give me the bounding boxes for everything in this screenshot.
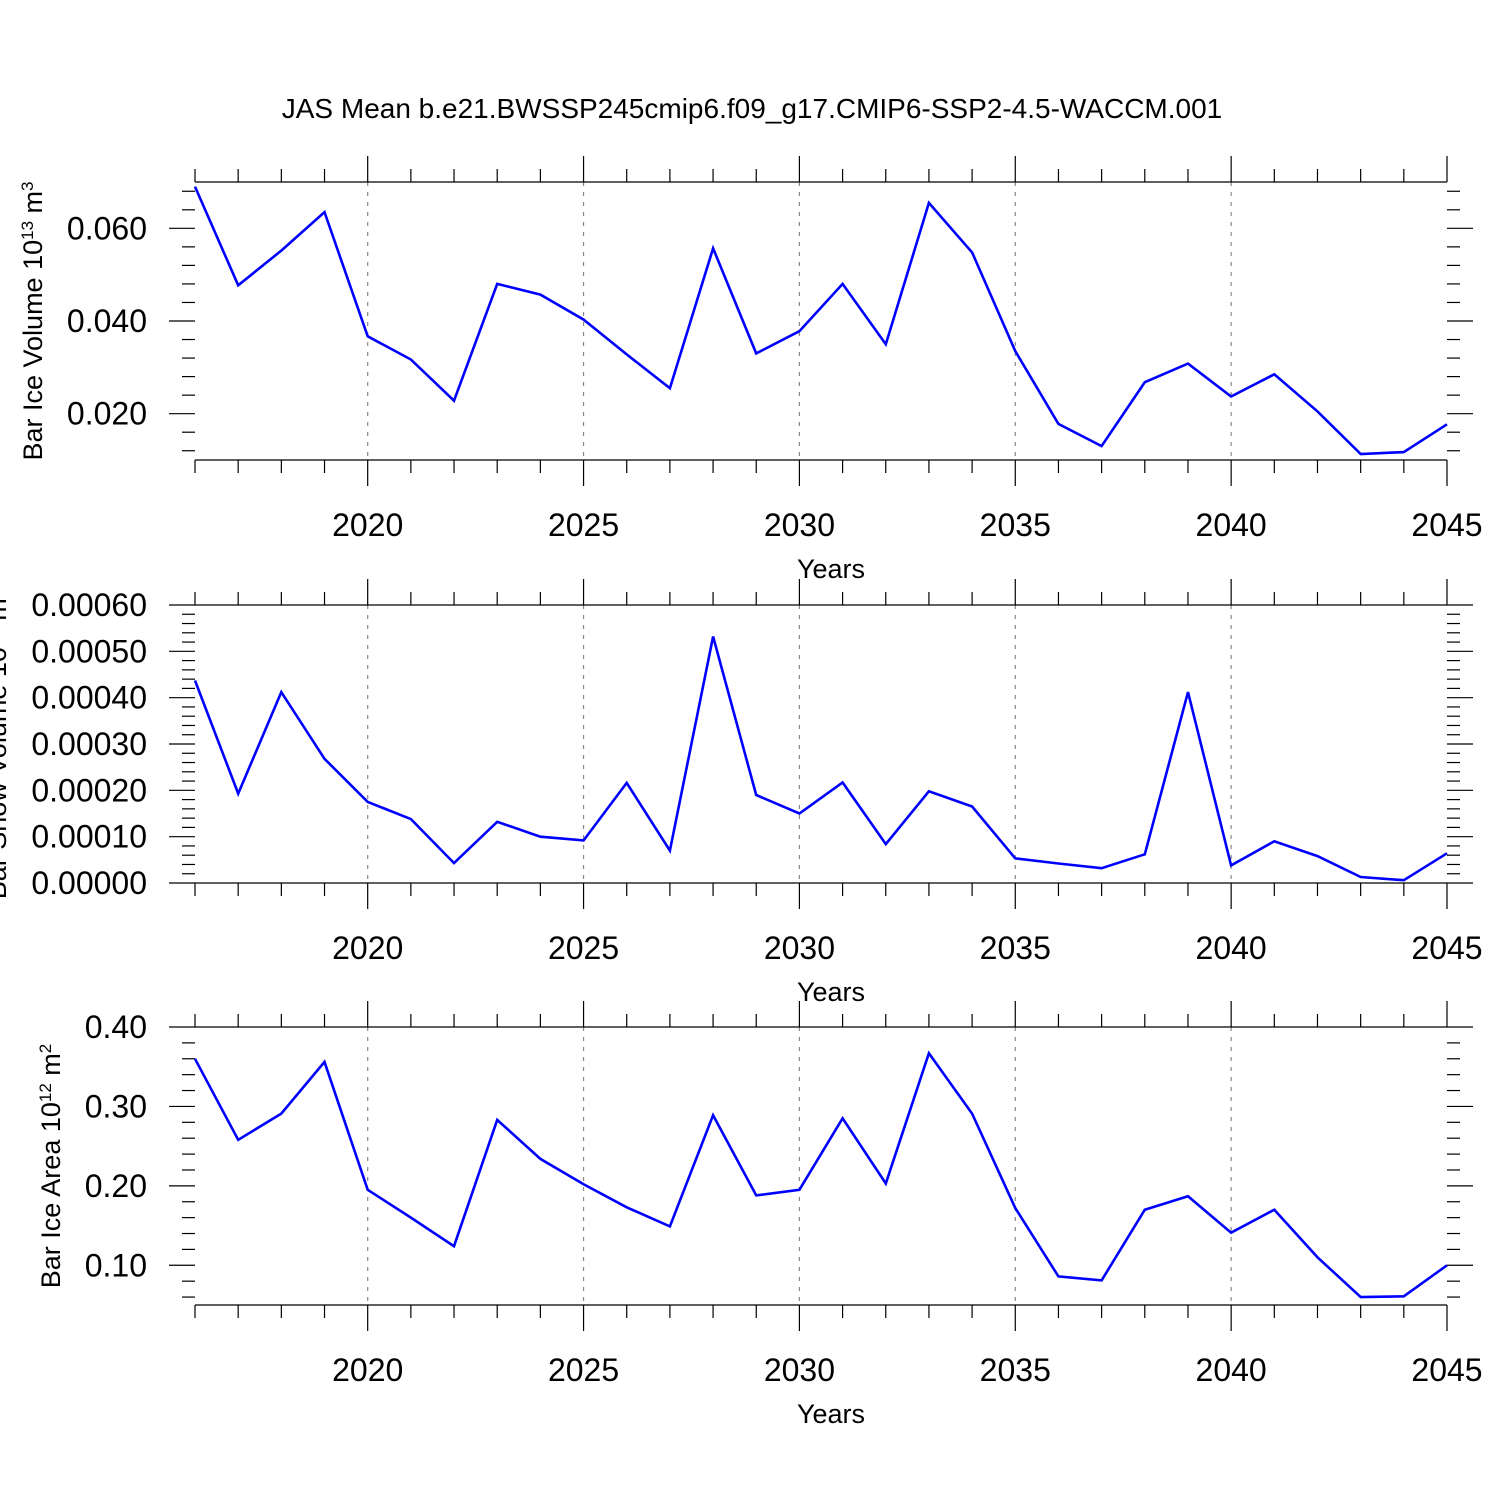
x-tick-label: 2040	[1196, 930, 1267, 966]
x-tick-label: 2035	[980, 507, 1051, 543]
panel-3: 2020 2025 2030 2035 2040 2045 Years 0.10 0.20 0.3…	[36, 1001, 1483, 1429]
y-tick-label: 0.30	[85, 1088, 147, 1124]
x-tick-label: 2025	[548, 507, 619, 543]
x-tick-label: 2040	[1196, 1352, 1267, 1388]
x-tick-label: 2020	[332, 1352, 403, 1388]
series-line	[193, 636, 1448, 882]
chart-title: JAS Mean b.e21.BWSSP245cmip6.f09_g17.CMI…	[282, 93, 1223, 124]
series-line	[193, 1050, 1448, 1299]
x-tick-label: 2025	[548, 930, 619, 966]
y-axis-label: Bar Ice Area 1012 m2	[36, 1044, 67, 1289]
y-tick-label: 0.20	[85, 1168, 147, 1204]
x-axis-label: Years	[797, 1399, 865, 1429]
y-tick-label: 0.00060	[31, 587, 147, 623]
x-tick-label: 2025	[548, 1352, 619, 1388]
panel-1: 2020 2025 2030 2035 2040 2045 Years 0.020 0.040 0…	[18, 156, 1483, 584]
y-tick-label: 0.020	[67, 396, 147, 432]
y-tick-label: 0.00010	[31, 819, 147, 855]
y-tick-label: 0.00040	[31, 680, 147, 716]
y-tick-label: 0.40	[85, 1009, 147, 1045]
x-tick-label: 2035	[980, 930, 1051, 966]
y-axis-label: Bar Snow Volume 1013 m3	[0, 589, 12, 900]
y-tick-label: 0.00050	[31, 633, 147, 669]
x-tick-label: 2045	[1411, 507, 1482, 543]
x-tick-label: 2045	[1411, 930, 1482, 966]
x-tick-label: 2020	[332, 507, 403, 543]
x-tick-label: 2045	[1411, 1352, 1482, 1388]
panel-2: 2020 2025 2030 2035 2040 2045 Years 0.00000 0.00…	[0, 579, 1483, 1007]
series-line	[193, 186, 1448, 456]
x-axis-label: Years	[797, 554, 865, 584]
x-tick-label: 2020	[332, 930, 403, 966]
y-tick-label: 0.10	[85, 1247, 147, 1283]
y-tick-label: 0.00030	[31, 726, 147, 762]
y-tick-label: 0.040	[67, 303, 147, 339]
y-tick-label: 0.00020	[31, 772, 147, 808]
y-tick-label: 0.00000	[31, 865, 147, 901]
chart-panels: 2020 2025 2030 2035 2040 2045 Years 0.020 0.040 0…	[0, 156, 1483, 1429]
x-tick-label: 2030	[764, 1352, 835, 1388]
x-tick-label: 2040	[1196, 507, 1267, 543]
x-axis-label: Years	[797, 977, 865, 1007]
x-tick-label: 2030	[764, 930, 835, 966]
x-tick-label: 2030	[764, 507, 835, 543]
y-tick-label: 0.060	[67, 210, 147, 246]
y-axis-label: Bar Ice Volume 1013 m3	[18, 181, 49, 460]
x-tick-label: 2035	[980, 1352, 1051, 1388]
